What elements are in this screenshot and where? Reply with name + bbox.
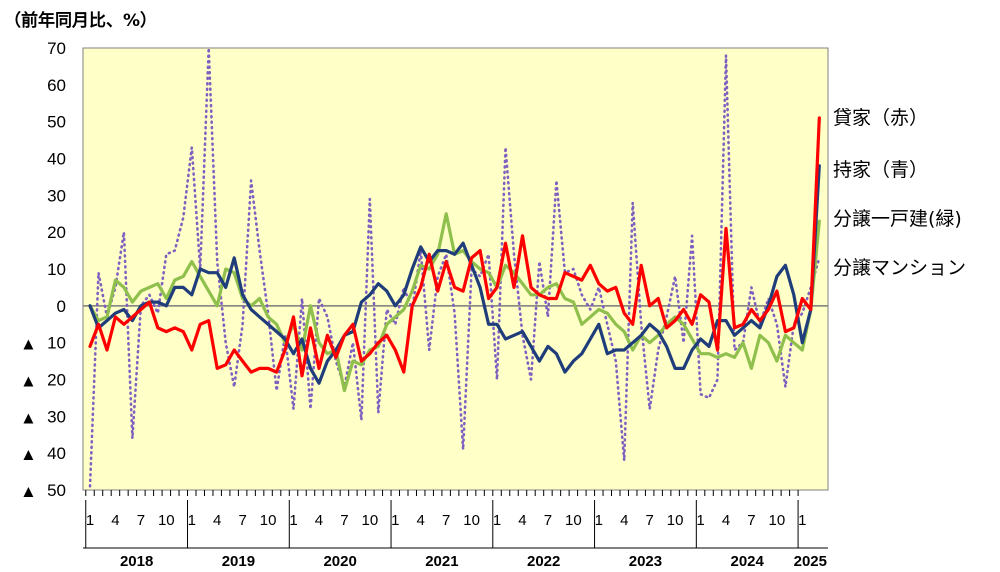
y-tick-label: 0 (57, 297, 66, 316)
x-month-label: 4 (315, 512, 323, 529)
x-month-label: 10 (260, 512, 277, 529)
x-month-label: 7 (137, 512, 145, 529)
x-month-label: 4 (213, 512, 221, 529)
x-month-label: 7 (340, 512, 348, 529)
y-tick-label: 10 (47, 260, 66, 279)
x-year-label: 2020 (323, 553, 356, 570)
x-month-label: 10 (361, 512, 378, 529)
series-line-0 (88, 116, 821, 378)
x-month-label: 7 (442, 512, 450, 529)
legend-label-condo: 分譲マンション (833, 257, 966, 279)
series-line-1 (88, 164, 821, 385)
x-month-label: 1 (493, 512, 501, 529)
x-month-label: 1 (86, 512, 94, 529)
x-month-label: 1 (289, 512, 297, 529)
y-tick-label: 40 (47, 150, 66, 169)
y-tick-label: 10 (47, 334, 66, 353)
y-tick-label: 30 (47, 407, 66, 426)
x-month-label: 1 (188, 512, 196, 529)
x-month-label: 4 (620, 512, 628, 529)
series-layer (88, 46, 821, 488)
x-month-label: 7 (747, 512, 755, 529)
y-tick-negative-marker: ▲ (20, 482, 37, 501)
y-tick-label: 50 (47, 481, 66, 500)
legend-layer: 貸家（赤） 持家（青） 分譲一戸建(緑) 分譲マンション (833, 107, 966, 279)
x-year-label: 2019 (222, 553, 255, 570)
unit-label: （前年同月比、%） (4, 10, 157, 31)
x-year-label: 2025 (794, 553, 827, 570)
y-tick-label: 20 (47, 223, 66, 242)
y-tick-negative-marker: ▲ (20, 335, 37, 354)
legend-label-detached: 分譲一戸建(緑) (833, 208, 962, 230)
x-year-label: 2022 (527, 553, 560, 570)
x-month-label: 10 (463, 512, 480, 529)
x-month-label: 1 (798, 512, 806, 529)
y-tick-label: 40 (47, 444, 66, 463)
x-month-label: 4 (111, 512, 119, 529)
y-tick-label: 70 (47, 39, 66, 58)
x-year-label: 2023 (629, 553, 662, 570)
y-tick-label: 20 (47, 371, 66, 390)
x-month-label: 7 (238, 512, 246, 529)
y-tick-label: 60 (47, 76, 66, 95)
y-tick-negative-marker: ▲ (20, 372, 37, 391)
x-year-label: 2018 (120, 553, 153, 570)
y-tick-label: 30 (47, 186, 66, 205)
x-month-label: 10 (667, 512, 684, 529)
y-tick-negative-marker: ▲ (20, 445, 37, 464)
x-month-label: 1 (391, 512, 399, 529)
x-month-label: 10 (158, 512, 175, 529)
x-year-label: 2024 (731, 553, 765, 570)
x-month-label: 10 (565, 512, 582, 529)
y-tick-negative-marker: ▲ (20, 408, 37, 427)
x-month-label: 4 (518, 512, 526, 529)
x-month-label: 4 (417, 512, 425, 529)
x-month-label: 7 (544, 512, 552, 529)
x-month-label: 4 (722, 512, 730, 529)
x-month-label: 10 (769, 512, 786, 529)
y-tick-label: 50 (47, 113, 66, 132)
x-year-label: 2021 (425, 553, 458, 570)
x-month-label: 7 (646, 512, 654, 529)
legend-label-rental: 貸家（赤） (833, 107, 928, 129)
x-month-label: 1 (696, 512, 704, 529)
plot-background (82, 47, 829, 491)
legend-label-owned: 持家（青） (833, 159, 928, 181)
x-month-label: 1 (595, 512, 603, 529)
